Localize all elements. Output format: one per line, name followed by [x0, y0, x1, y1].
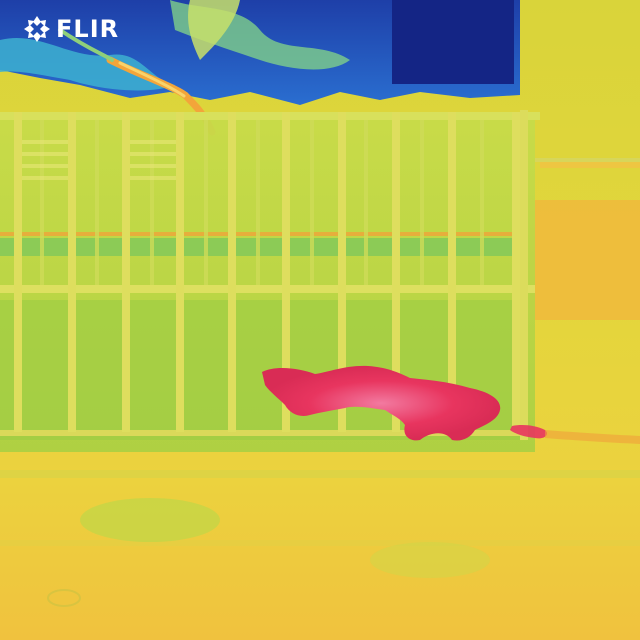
handrail-post	[520, 110, 528, 440]
fence-bars	[14, 112, 520, 432]
ground-cool-patch	[80, 498, 220, 542]
hot-object-tail	[510, 425, 547, 439]
ground-band	[0, 540, 640, 546]
fence-bar	[176, 112, 184, 432]
shutter-slat	[22, 164, 68, 168]
fence-bar	[338, 112, 346, 432]
fence-bar	[14, 112, 22, 432]
warm-branch-highlight	[118, 61, 186, 98]
fence-top-rail	[0, 112, 540, 120]
fence-bar	[448, 112, 456, 432]
hot-object	[262, 365, 501, 441]
ground-band	[0, 470, 640, 478]
ground-cool-patch	[370, 542, 490, 578]
fence-bar	[122, 112, 130, 432]
shutter-slat	[130, 176, 176, 180]
fence-bar	[392, 112, 400, 432]
fence-thin-bar	[364, 120, 368, 285]
fence-thin-bar	[480, 120, 484, 285]
fence-thin-bar	[204, 120, 208, 285]
shutter-slat	[130, 152, 176, 156]
tree-foliage-top	[188, 0, 240, 60]
fence-mid-rail	[0, 285, 535, 293]
branch-cool	[58, 28, 114, 62]
fence-thin-bar	[40, 120, 44, 285]
fence-thin-bars	[40, 120, 484, 285]
tree-foliage-left	[0, 37, 175, 91]
fence-bar	[282, 112, 290, 432]
dark-window	[392, 0, 514, 84]
fence-bar	[228, 112, 236, 432]
right-warm-zone	[530, 200, 640, 320]
ground-spot	[47, 589, 81, 607]
fence-thin-bar	[95, 120, 99, 285]
handrail	[535, 158, 640, 162]
fence-thin-bar	[150, 120, 154, 285]
shutter-slat	[22, 152, 68, 156]
brand-logo: FLIR	[22, 14, 119, 44]
shutter-slat	[130, 140, 176, 144]
shutter-slat	[130, 164, 176, 168]
right-warm-strip	[540, 160, 640, 168]
flir-logo-icon	[24, 16, 50, 42]
shutter-slat	[22, 176, 68, 180]
fence-bar	[512, 112, 520, 432]
logo-text: FLIR	[56, 15, 120, 43]
fence-bottom-rail	[0, 430, 520, 436]
shutter-slat	[22, 140, 68, 144]
fence-thin-bar	[256, 120, 260, 285]
window-shutters	[22, 140, 176, 180]
fence-thin-bar	[420, 120, 424, 285]
warm-trail	[545, 430, 640, 444]
fence-thin-bar	[310, 120, 314, 285]
fence-bar	[68, 112, 76, 432]
